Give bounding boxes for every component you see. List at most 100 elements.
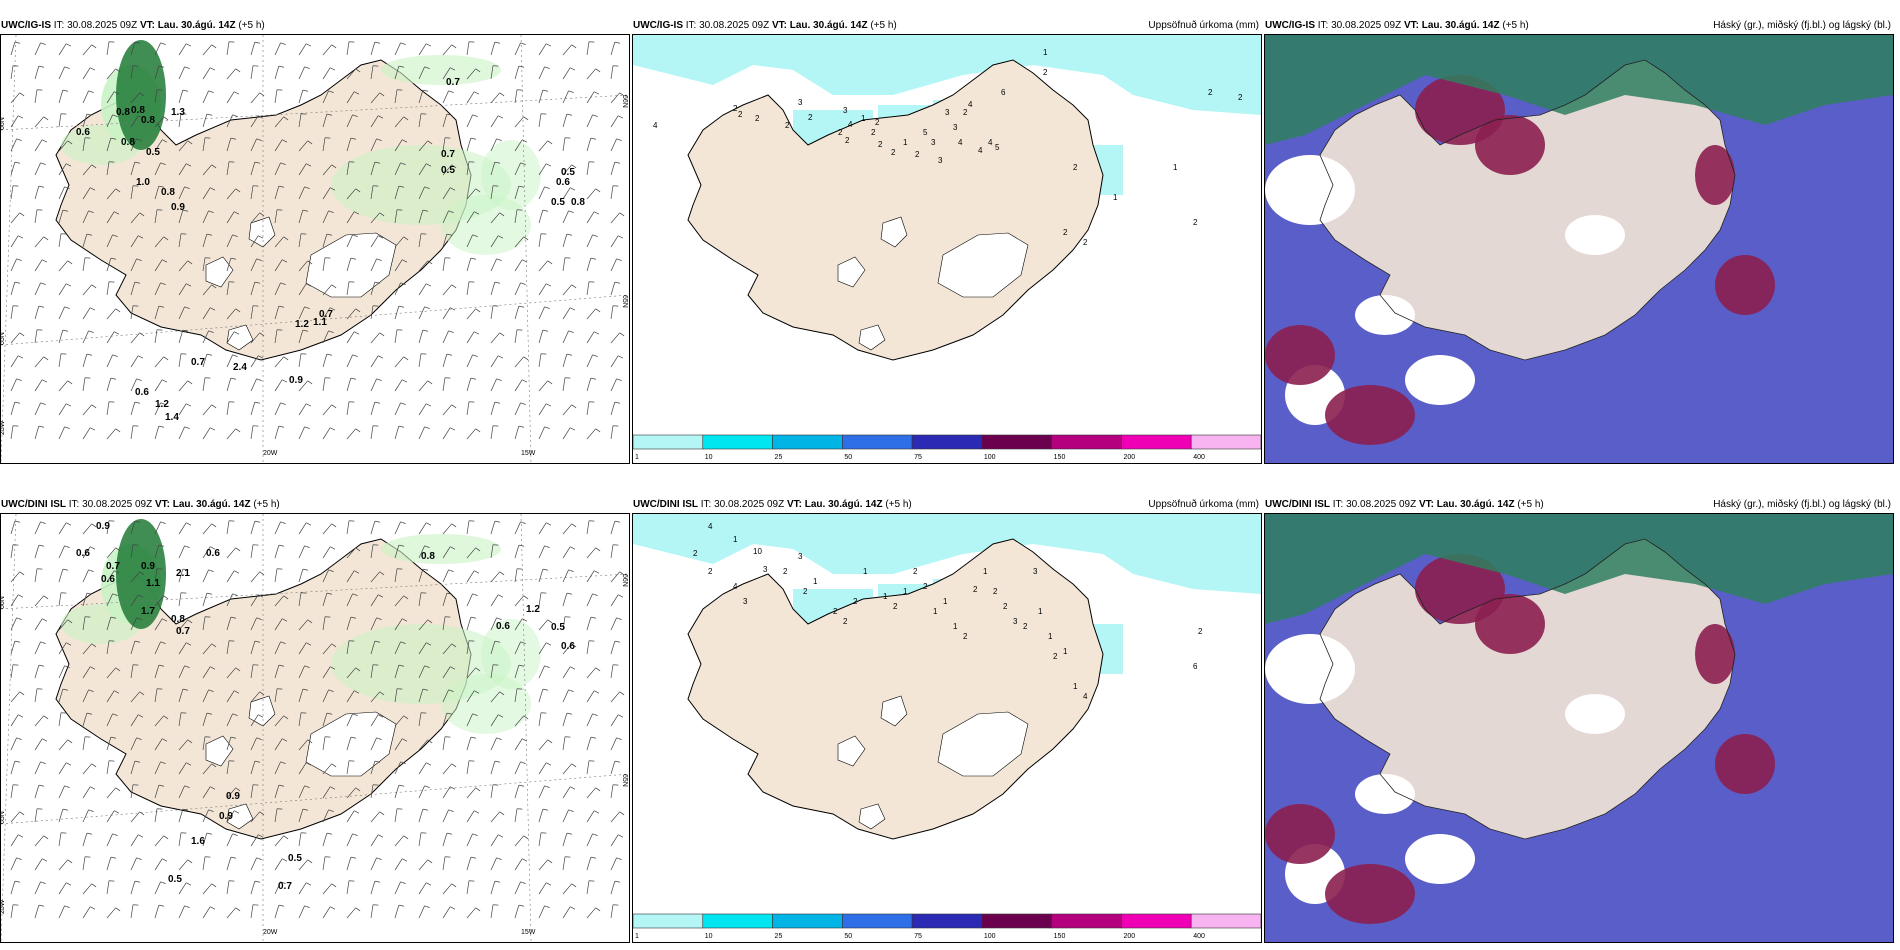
axis-label: 66N [621, 95, 628, 108]
wind-barb-flag [470, 137, 477, 140]
wind-barb-flag [544, 186, 550, 189]
wind-barb-flag [522, 259, 528, 263]
axis-label: 66N [621, 574, 628, 587]
wind-barb [442, 616, 446, 631]
wind-barb [178, 739, 188, 751]
wind-barb-flag [614, 880, 621, 883]
wind-barb-flag [566, 233, 573, 236]
wind-barb [10, 617, 17, 631]
wind-barb-flag [187, 140, 193, 145]
wind-barb [586, 570, 595, 583]
wind-barb-flag [595, 188, 601, 193]
wind-barb-flag [403, 356, 409, 361]
wind-barb-flag [114, 211, 120, 215]
colorbar-tick: 75 [914, 454, 922, 461]
wind-barb [178, 426, 185, 440]
wind-barb [562, 833, 568, 847]
wind-barb-flag [424, 785, 430, 788]
wind-barb-flag [86, 233, 93, 236]
wind-barb [346, 138, 352, 152]
wind-barb-flag [492, 784, 499, 786]
axis-label: 20W [263, 450, 278, 457]
map-frame[interactable] [1264, 34, 1894, 464]
wind-barb [490, 305, 494, 320]
wind-barb [442, 809, 449, 823]
wind-barb-flag [446, 592, 453, 595]
wind-barb [58, 545, 65, 559]
wind-barb-flag [254, 161, 261, 164]
wind-barb-flag [18, 714, 24, 718]
wind-barb [490, 185, 494, 200]
wind-barb [82, 856, 86, 871]
wind-barb [298, 426, 305, 440]
wind-barb [250, 42, 256, 56]
vt-prefix: VT: [786, 499, 802, 510]
wind-barb-flag [612, 784, 619, 786]
wind-barb [274, 595, 284, 607]
wind-barb-flag [276, 89, 283, 91]
wind-barb [58, 426, 65, 440]
value-label: 0.8 [171, 614, 185, 625]
wind-barb [274, 139, 283, 152]
value-label: 0.5 [168, 874, 182, 885]
wind-barb [202, 833, 208, 847]
colorbar: 1 10 25 50 75 100 150 200 400 [633, 913, 1261, 940]
wind-barb-flag [588, 640, 595, 642]
wind-barb-flag [398, 65, 405, 68]
wind-barb [298, 665, 305, 679]
value-label: 0.6 [76, 127, 90, 138]
wind-barb-flag [474, 331, 480, 335]
wind-barb [130, 42, 136, 56]
wind-barb [322, 427, 331, 440]
value-label: 0.7 [278, 881, 292, 892]
value-label: 4 [1083, 692, 1088, 701]
wind-barb-flag [110, 257, 117, 260]
wind-barb [154, 835, 164, 847]
wind-barb-flag [228, 880, 235, 882]
wind-barb-flag [496, 378, 502, 381]
wind-barb-flag [619, 811, 625, 816]
wind-barb-flag [427, 140, 433, 145]
wind-barb-flag [210, 307, 216, 311]
wind-barb [418, 233, 422, 248]
wind-barb-flag [400, 761, 406, 764]
wind-barb [346, 354, 353, 368]
wind-barb [586, 281, 590, 296]
wind-barb-flag [62, 89, 69, 92]
wind-barb [394, 545, 400, 559]
wind-barb-flag [570, 187, 576, 191]
wind-barb [106, 354, 113, 368]
map-frame[interactable]: 0.9 0.6 0.7 0.6 0.9 1.1 0.6 2.1 0.8 1.7 0.7 0.8 1.2 0… [0, 513, 630, 943]
wind-barb-flag [619, 571, 625, 576]
wind-barb [226, 331, 235, 344]
wind-barb-flag [326, 592, 333, 595]
wind-barb-flag [232, 593, 238, 596]
map-frame[interactable] [1264, 513, 1894, 943]
wind-barb [586, 880, 590, 895]
wind-barb [154, 521, 161, 535]
wind-barb-flag [422, 808, 429, 811]
colorbar-swatch [911, 913, 983, 929]
wind-barb-flag [403, 236, 409, 241]
map-frame[interactable]: 4 1 2 2 10 3 4 3 2 3 2 1 2 2 2 1 1 2 1 2 2 1 1 1 2 2 1 2 2 3 2 3 1 1 2 1 1 4 2… [632, 513, 1262, 943]
colorbar-tick: 10 [705, 933, 713, 940]
wind-barb-flag [420, 113, 427, 115]
map-frame[interactable]: 0.6 0.8 0.8 0.8 1.3 0.5 0.8 1.0 0.8 0.9 0.7 0.7 0.5 0… [0, 34, 630, 464]
wind-barb-flag [108, 520, 115, 522]
wind-barb-flag [180, 592, 187, 594]
wind-barb-flag [354, 211, 360, 215]
value-label: 2 [843, 617, 848, 626]
wind-barb [106, 713, 113, 727]
wind-barb [130, 617, 137, 631]
wind-barb [226, 41, 230, 56]
wind-barb-flag [326, 113, 333, 116]
wind-barb-flag [374, 401, 381, 404]
wind-barb-flag [492, 904, 499, 906]
vt-prefix: VT: [771, 20, 787, 31]
axis-label: 65N [621, 774, 628, 787]
wind-barb-flag [158, 664, 165, 667]
wind-barb [490, 881, 496, 895]
wind-barb [130, 641, 136, 655]
wind-barb [346, 91, 355, 104]
